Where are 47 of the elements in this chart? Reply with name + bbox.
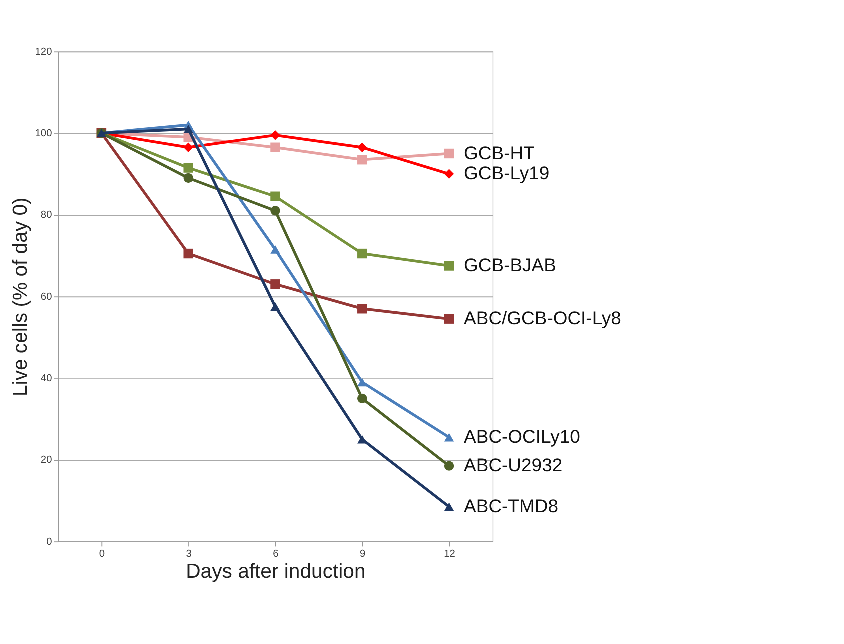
point [358,394,368,404]
y-tick-label: 20 [40,455,53,466]
series-label: ABC-U2932 [464,454,563,476]
point [444,433,454,442]
y-tick-label: 120 [35,46,53,58]
point [358,435,368,444]
y-tick-label: 100 [35,128,53,140]
point [184,248,194,259]
point [444,148,454,159]
series-label: GCB-BJAB [464,254,556,276]
point [444,314,454,324]
x-tick-label: 9 [360,548,366,560]
y-axis-title: Live cells (% of day 0) [10,198,32,397]
point [358,378,368,387]
series-label: GCB-HT [464,142,535,164]
point [444,261,454,271]
x-tick-label: 12 [444,548,456,560]
point [270,245,280,254]
series-label: ABC-OCILy10 [464,426,580,448]
point [270,280,280,290]
x-tick-label: 3 [186,548,192,560]
point [270,130,280,140]
point [270,192,280,202]
point [184,163,194,173]
x-tick-label: 0 [99,548,106,560]
point [358,155,368,165]
point [444,502,454,512]
point [358,248,368,259]
y-tick-label: 40 [40,374,53,385]
x-axis-title: Days after induction [186,561,366,584]
point [270,302,280,312]
series-label: ABC-TMD8 [464,495,558,516]
point [270,206,280,216]
point [270,142,280,152]
point [184,173,194,184]
point [358,304,368,314]
series-label: GCB-Ly19 [464,162,550,184]
point [184,125,194,134]
point [358,142,368,152]
series-label: ABC/GCB-OCI-Ly8 [464,308,622,329]
y-tick-label: 80 [40,210,53,222]
y-tick-label: 0 [46,536,53,548]
x-tick-label: 6 [273,548,280,560]
y-tick-label: 60 [40,292,53,303]
point [444,169,454,180]
point [184,142,194,152]
point [444,461,454,471]
